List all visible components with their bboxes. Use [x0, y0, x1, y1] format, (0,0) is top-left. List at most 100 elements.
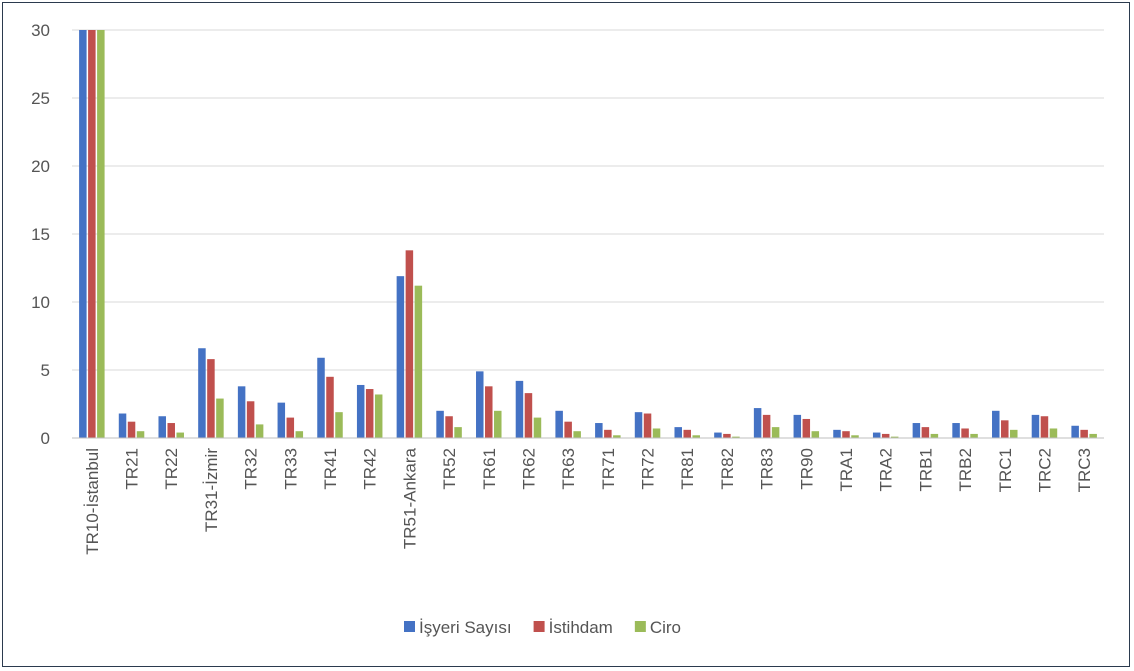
x-tick-label: TR31-İzmir	[202, 448, 221, 532]
bar-istihdam	[762, 414, 771, 438]
x-tick-label: TRC2	[1035, 448, 1054, 492]
x-tick-label: TRB2	[956, 448, 975, 491]
bar-ciro	[374, 394, 383, 438]
bar-istihdam	[643, 413, 652, 438]
bar-ciro	[97, 30, 105, 438]
bar-isyeri	[436, 410, 444, 438]
bar-ciro	[970, 433, 978, 438]
bar-istihdam	[365, 389, 374, 438]
x-tick-label: TRC3	[1075, 448, 1094, 492]
bar-isyeri	[674, 427, 682, 438]
bar-isyeri	[396, 276, 405, 438]
bar-istihdam	[683, 429, 691, 438]
bar-ciro	[533, 417, 542, 438]
x-tick-label: TR33	[281, 448, 300, 490]
y-tick-label: 30	[31, 21, 50, 40]
bar-isyeri	[198, 348, 206, 438]
y-tick-label: 15	[31, 225, 50, 244]
bar-istihdam	[1001, 420, 1009, 438]
x-tick-label: TR61	[480, 448, 499, 490]
y-axis-ticks: 0 5 10 15 20 25 30	[31, 21, 50, 448]
bar-isyeri	[277, 402, 286, 438]
bar-istihdam	[246, 401, 255, 438]
bar-istihdam	[604, 429, 612, 438]
x-tick-label: TR81	[678, 448, 697, 490]
bar-ciro	[890, 436, 899, 438]
bar-istihdam	[564, 421, 572, 438]
bar-isyeri	[595, 423, 603, 438]
bar-ciro	[692, 435, 700, 438]
bar-istihdam	[326, 376, 334, 438]
bar-istihdam	[207, 359, 215, 438]
bar-istihdam	[842, 431, 850, 438]
x-tick-label: TR83	[758, 448, 777, 490]
bar-ciro	[1010, 429, 1018, 438]
y-tick-label: 0	[41, 429, 50, 448]
bar-isyeri	[714, 432, 722, 438]
bar-istihdam	[1040, 416, 1049, 438]
x-tick-label: TR22	[162, 448, 181, 490]
x-tick-label: TR32	[242, 448, 261, 490]
x-tick-label: TRB1	[916, 448, 935, 491]
bar-ciro	[573, 431, 581, 438]
legend-label: İşyeri Sayısı	[419, 618, 512, 637]
bar-isyeri	[555, 410, 563, 438]
bar-ciro	[732, 436, 740, 438]
x-tick-label: TR71	[599, 448, 618, 490]
legend-label: Ciro	[650, 618, 681, 637]
x-tick-label: TRA2	[877, 448, 896, 491]
bar-istihdam	[445, 416, 453, 438]
bar-istihdam	[167, 423, 175, 438]
bar-istihdam	[723, 433, 731, 438]
bar-ciro	[216, 398, 224, 438]
bar-ciro	[1049, 428, 1058, 438]
x-tick-label: TRA1	[837, 448, 856, 491]
x-tick-label: TR21	[123, 448, 142, 490]
bars	[79, 30, 1097, 438]
bar-ciro	[930, 433, 939, 438]
bar-isyeri	[992, 410, 1000, 438]
bar-isyeri	[158, 416, 166, 438]
bar-ciro	[136, 431, 145, 438]
bar-istihdam	[921, 427, 930, 438]
bar-ciro	[851, 435, 859, 438]
y-tick-label: 10	[31, 293, 50, 312]
x-tick-label: TR52	[440, 448, 459, 490]
x-tick-label: TR82	[718, 448, 737, 490]
bar-ciro	[454, 427, 462, 438]
bar-isyeri	[118, 413, 127, 438]
bar-isyeri	[793, 414, 802, 438]
bar-isyeri	[952, 423, 960, 438]
bar-ciro	[771, 427, 780, 438]
bar-ciro	[613, 435, 621, 438]
legend-label: İstihdam	[549, 618, 613, 637]
bar-isyeri	[833, 429, 841, 438]
x-axis-tick-labels: TR10-İstanbul TR21 TR22 TR31-İzmir TR32 TR33 T…	[83, 447, 1094, 554]
bar-istihdam	[286, 417, 295, 438]
bar-istihdam	[802, 418, 811, 438]
legend-swatch	[634, 621, 646, 632]
bar-ciro	[811, 431, 820, 438]
bar-ciro	[652, 428, 661, 438]
bar-istihdam	[524, 393, 533, 438]
x-tick-label: TR42	[361, 448, 380, 490]
legend: İşyeri Sayısı İstihdam Ciro	[404, 618, 681, 637]
x-tick-label: TR62	[519, 448, 538, 490]
y-tick-label: 25	[31, 89, 50, 108]
bar-ciro	[295, 431, 304, 438]
bar-isyeri	[515, 380, 524, 438]
bar-istihdam	[88, 30, 96, 438]
bar-istihdam	[881, 433, 890, 438]
bar-isyeri	[912, 423, 921, 438]
x-tick-label: TR63	[559, 448, 578, 490]
y-tick-label: 5	[41, 361, 50, 380]
bar-isyeri	[1071, 425, 1079, 438]
x-tick-label: TR72	[639, 448, 658, 490]
bar-isyeri	[237, 386, 246, 438]
bar-istihdam	[485, 386, 493, 438]
y-tick-label: 20	[31, 157, 50, 176]
x-tick-label: TR10-İstanbul	[83, 448, 102, 555]
bar-ciro	[1089, 433, 1097, 438]
